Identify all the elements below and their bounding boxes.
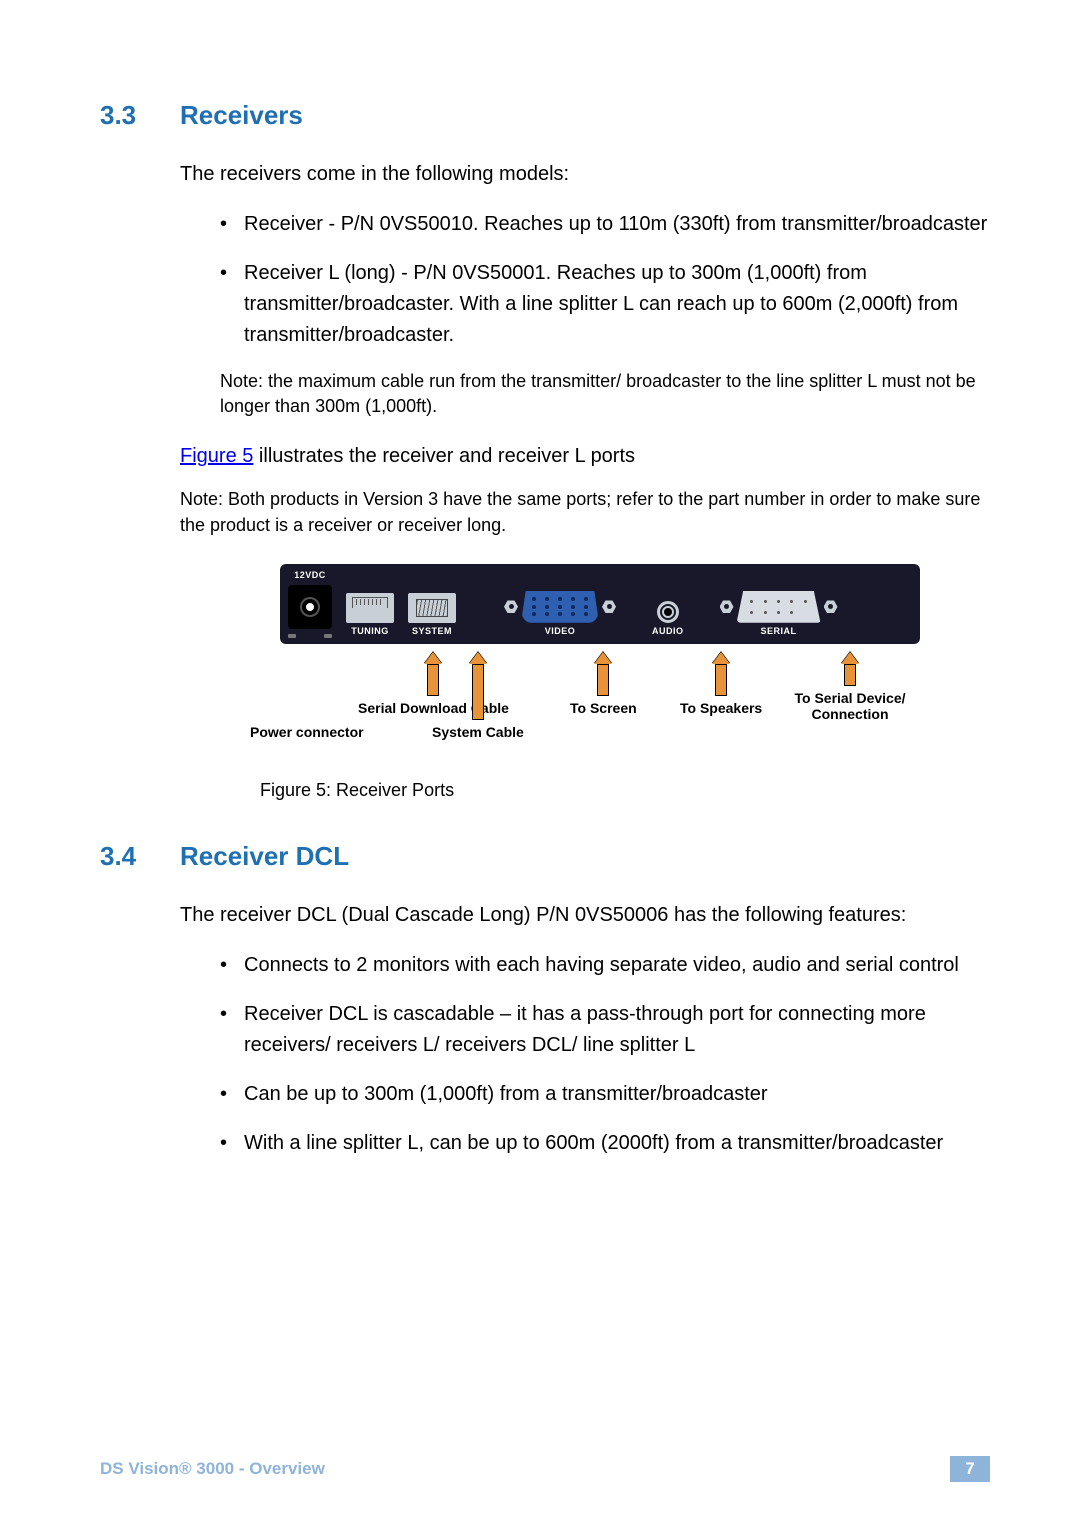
diagram-callouts: Serial Download Cable System Cable To Sc…	[280, 652, 920, 752]
intro-para: The receivers come in the following mode…	[180, 159, 990, 189]
list-item: With a line splitter L, can be up to 600…	[220, 1128, 990, 1159]
figure-5-link[interactable]: Figure 5	[180, 445, 253, 467]
serial-port-group: SERIAL	[720, 591, 838, 636]
tuning-port-group: TUNING	[346, 593, 394, 636]
hex-screw-icon	[720, 600, 734, 614]
audio-port-group: AUDIO	[652, 601, 684, 636]
receiver-model-list: Receiver - P/N 0VS50010. Reaches up to 1…	[220, 209, 990, 351]
figure-sentence-rest: illustrates the receiver and receiver L …	[253, 445, 635, 467]
callout-system-cable: System Cable	[432, 724, 524, 740]
heading-3-4: 3.4Receiver DCL	[100, 841, 990, 872]
heading-title: Receiver DCL	[180, 841, 349, 871]
heading-number: 3.4	[100, 841, 180, 872]
callout-to-speakers: To Speakers	[680, 700, 762, 716]
section-3-3-body: The receivers come in the following mode…	[180, 159, 990, 471]
callout-to-serial-device: To Serial Device/ Connection	[790, 690, 910, 722]
callout-power-connector: Power connector	[250, 724, 364, 742]
hex-screw-icon	[824, 600, 838, 614]
inner-note: Note: the maximum cable run from the tra…	[220, 369, 990, 419]
serial-label: SERIAL	[760, 626, 796, 636]
callout-to-screen: To Screen	[570, 700, 637, 716]
list-item: Receiver DCL is cascadable – it has a pa…	[220, 999, 990, 1061]
serial-assembly-icon	[720, 591, 838, 623]
list-item: Connects to 2 monitors with each having …	[220, 950, 990, 981]
power-connector-icon	[288, 585, 332, 629]
audio-jack-icon	[657, 601, 679, 623]
heading-title: Receivers	[180, 100, 303, 130]
power-port-group: 12VDC	[288, 570, 332, 638]
intro-para: The receiver DCL (Dual Cascade Long) P/N…	[180, 900, 990, 930]
arrow-to-screen: To Screen	[570, 652, 637, 716]
tuning-port-icon	[346, 593, 394, 623]
heading-number: 3.3	[100, 100, 180, 131]
system-port-group: SYSTEM	[408, 593, 456, 636]
video-label: VIDEO	[545, 626, 576, 636]
page-number: 7	[950, 1456, 990, 1482]
vga-assembly-icon	[504, 591, 616, 623]
vga-port-icon	[521, 591, 599, 623]
figure-reference-sentence: Figure 5 illustrates the receiver and re…	[180, 441, 990, 471]
outer-note: Note: Both products in Version 3 have th…	[180, 487, 990, 537]
tuning-label: TUNING	[351, 626, 389, 636]
arrow-system-cable: System Cable	[432, 652, 524, 740]
list-item: Receiver - P/N 0VS50010. Reaches up to 1…	[220, 209, 990, 240]
system-label: SYSTEM	[412, 626, 452, 636]
serial-port-icon	[737, 591, 821, 623]
section-3-4-body: The receiver DCL (Dual Cascade Long) P/N…	[180, 900, 990, 1159]
document-page: 3.3Receivers The receivers come in the f…	[0, 0, 1080, 1237]
system-port-icon	[408, 593, 456, 623]
figure-caption: Figure 5: Receiver Ports	[260, 780, 990, 801]
receiver-ports-diagram: 12VDC TUNING SYSTEM	[280, 564, 990, 801]
list-item: Receiver L (long) - P/N 0VS50001. Reache…	[220, 258, 990, 351]
power-label: 12VDC	[294, 570, 326, 580]
video-port-group: VIDEO	[504, 591, 616, 636]
page-footer: DS Vision® 3000 - Overview 7	[100, 1456, 990, 1482]
receiver-dcl-feature-list: Connects to 2 monitors with each having …	[220, 950, 990, 1159]
power-feet-icon	[288, 634, 332, 638]
hex-screw-icon	[504, 600, 518, 614]
arrow-to-speakers: To Speakers	[680, 652, 762, 716]
hex-screw-icon	[602, 600, 616, 614]
list-item: Can be up to 300m (1,000ft) from a trans…	[220, 1079, 990, 1110]
heading-3-3: 3.3Receivers	[100, 100, 990, 131]
footer-title: DS Vision® 3000 - Overview	[100, 1459, 325, 1479]
audio-label: AUDIO	[652, 626, 684, 636]
receiver-panel: 12VDC TUNING SYSTEM	[280, 564, 920, 644]
arrow-to-serial-device: To Serial Device/ Connection	[790, 652, 910, 722]
